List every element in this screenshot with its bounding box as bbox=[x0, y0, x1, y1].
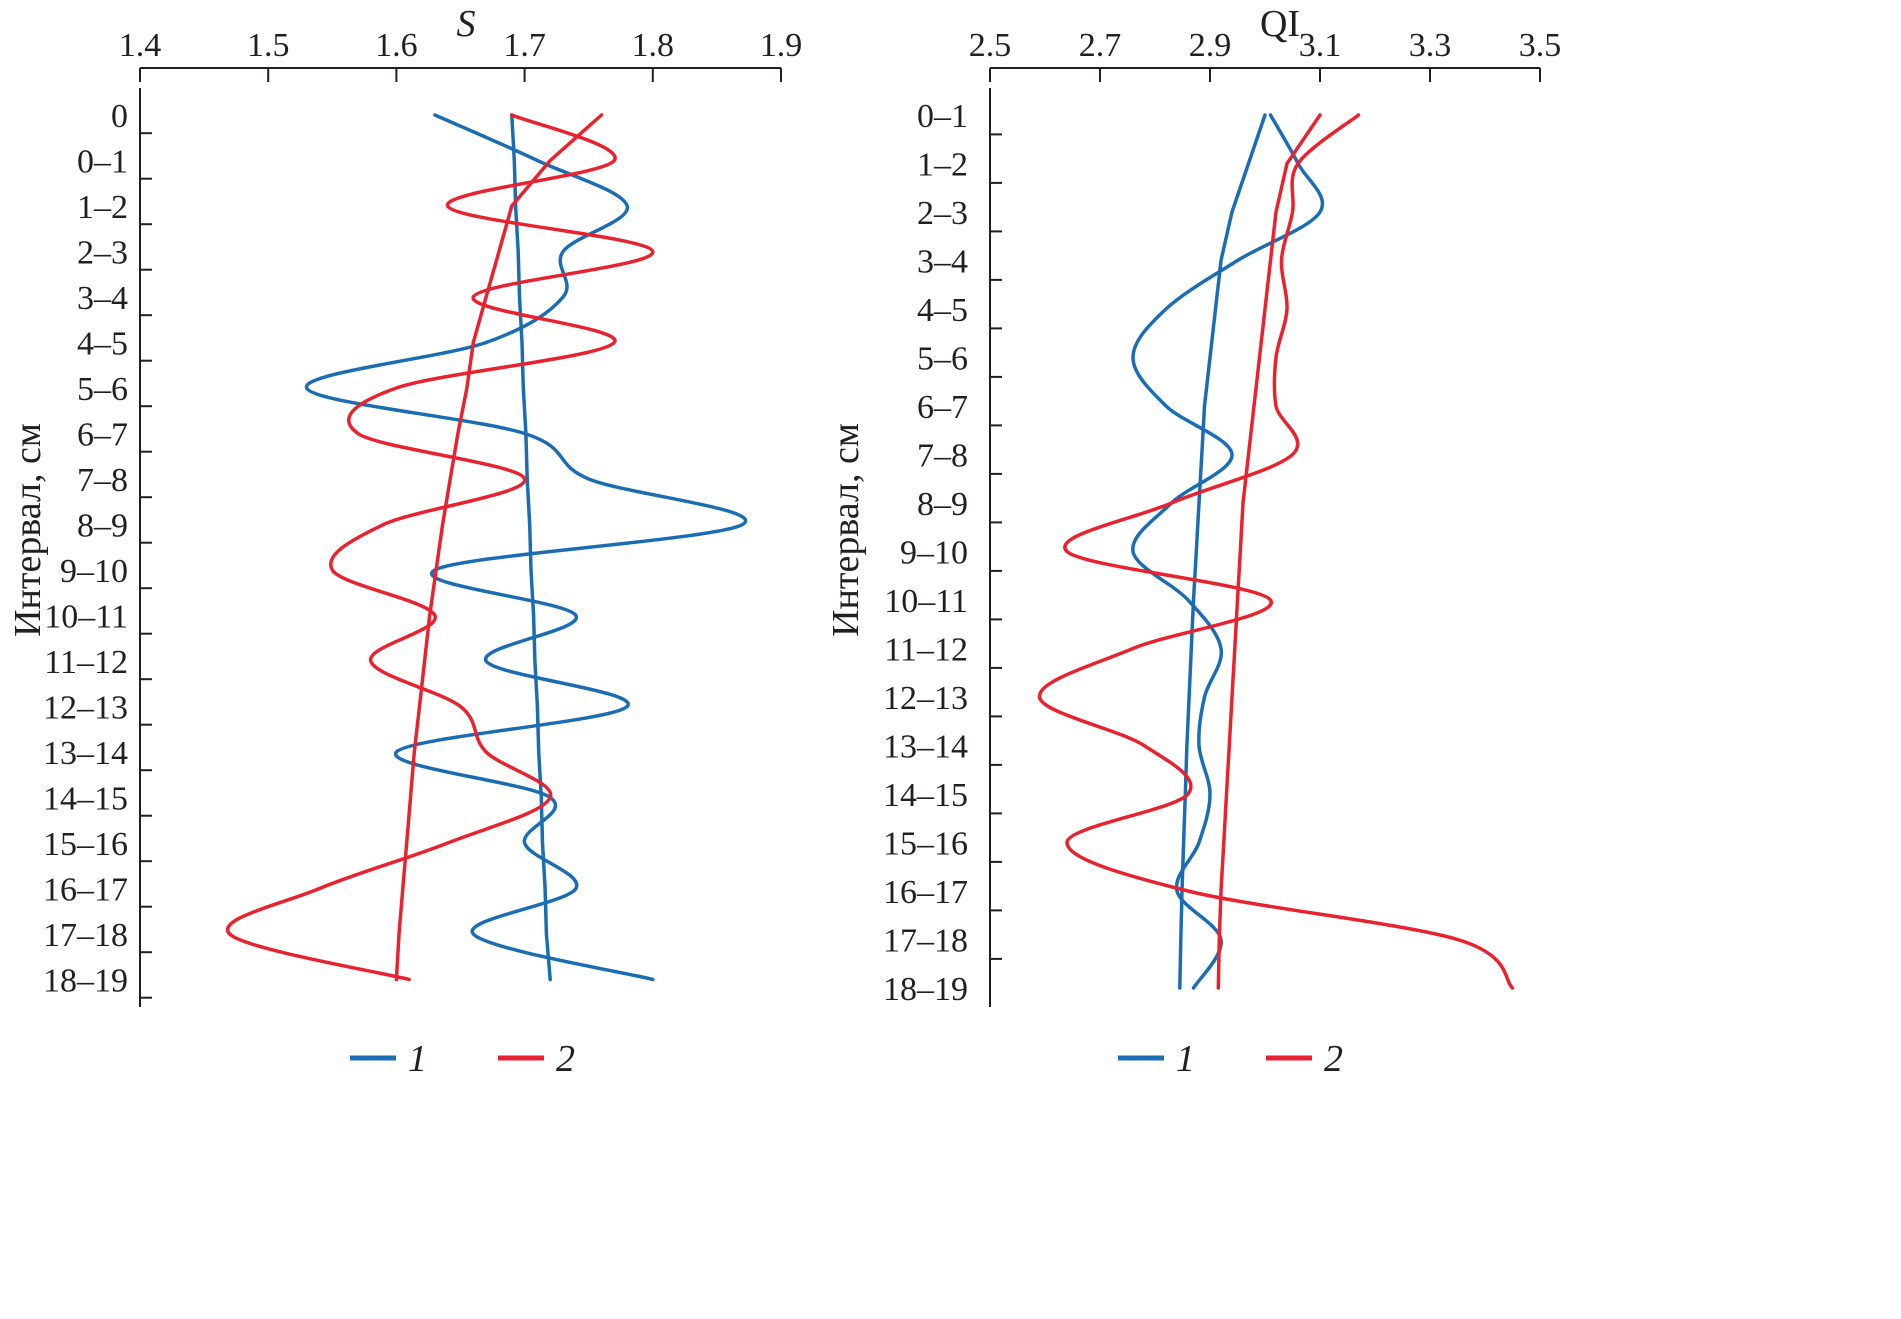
series-2-trend-line bbox=[394, 113, 604, 982]
y-tick-label: 5–6 bbox=[917, 341, 968, 378]
chart-title: QI bbox=[1260, 3, 1300, 45]
x-tick-label: 1.6 bbox=[375, 27, 418, 64]
y-tick-label: 12–13 bbox=[883, 680, 968, 717]
y-tick-label: 9–10 bbox=[60, 553, 128, 590]
x-tick-label: 3.1 bbox=[1299, 27, 1342, 64]
y-tick-label: 3–4 bbox=[917, 244, 968, 281]
x-tick-label: 3.5 bbox=[1519, 27, 1562, 64]
x-tick-label: 1.8 bbox=[632, 27, 675, 64]
legend-label-2: 2 bbox=[556, 1038, 575, 1080]
y-axis-title: Интервал, см bbox=[7, 423, 49, 637]
y-tick-label: 7–8 bbox=[917, 438, 968, 475]
y-tick-label: 9–10 bbox=[900, 535, 968, 572]
legend-label-2: 2 bbox=[1324, 1038, 1343, 1080]
y-tick-label: 16–17 bbox=[883, 874, 968, 911]
x-tick-label: 2.9 bbox=[1189, 27, 1232, 64]
chart-title: S bbox=[457, 3, 476, 45]
y-tick-label: 10–11 bbox=[884, 583, 968, 620]
y-tick-label: 5–6 bbox=[77, 371, 128, 408]
y-tick-label: 8–9 bbox=[77, 508, 128, 545]
qi-chart: QI 2.5 2.7 2.9 3.1 3.3 3.5 0–1 1–2 2–3 3–4 4–5 5–6 6–… bbox=[825, 3, 1561, 1008]
y-tick-label: 14–15 bbox=[883, 777, 968, 814]
y-tick-label: 17–18 bbox=[883, 923, 968, 960]
series-2-data-line bbox=[1037, 113, 1515, 990]
y-tick-label: 4–5 bbox=[77, 326, 128, 363]
x-tick-label: 3.3 bbox=[1409, 27, 1452, 64]
y-tick-label: 15–16 bbox=[883, 826, 968, 863]
y-tick-label: 1–2 bbox=[917, 147, 968, 184]
x-tick-label: 1.4 bbox=[119, 27, 162, 64]
y-tick-label: 10–11 bbox=[44, 599, 128, 636]
y-tick-label: 11–12 bbox=[884, 632, 968, 669]
y-axis-title: Интервал, см bbox=[825, 423, 867, 637]
y-tick-label: 6–7 bbox=[77, 417, 128, 454]
y-tick-label: 7–8 bbox=[77, 462, 128, 499]
y-tick-label: 16–17 bbox=[43, 872, 128, 909]
y-tick-label: 18–19 bbox=[43, 963, 128, 1000]
y-tick-label: 15–16 bbox=[43, 826, 128, 863]
x-tick-label: 1.5 bbox=[247, 27, 290, 64]
series-2-trend-line bbox=[1216, 113, 1322, 990]
x-tick-label: 1.7 bbox=[503, 27, 546, 64]
y-tick-label: 0–1 bbox=[917, 98, 968, 135]
y-tick-label: 4–5 bbox=[917, 292, 968, 329]
y-tick-label: 1–2 bbox=[77, 189, 128, 226]
x-tick-label: 2.7 bbox=[1079, 27, 1122, 64]
x-tick-label: 1.9 bbox=[760, 27, 803, 64]
series-1-trend-line bbox=[1178, 113, 1267, 990]
y-tick-label: 13–14 bbox=[43, 735, 128, 772]
y-tick-label: 13–14 bbox=[883, 729, 968, 766]
y-tick-label: 2–3 bbox=[917, 195, 968, 232]
y-tick-label: 11–12 bbox=[44, 644, 128, 681]
y-tick-label: 3–4 bbox=[77, 280, 128, 317]
y-tick-label: 0–1 bbox=[77, 144, 128, 181]
x-tick-label: 2.5 bbox=[969, 27, 1012, 64]
y-tick-label: 0 bbox=[111, 98, 128, 135]
y-tick-label: 6–7 bbox=[917, 389, 968, 426]
y-tick-label: 14–15 bbox=[43, 781, 128, 818]
y-tick-label: 17–18 bbox=[43, 917, 128, 954]
y-tick-label: 18–19 bbox=[883, 971, 968, 1008]
series-1-trend-line bbox=[510, 113, 552, 982]
legend-label-1: 1 bbox=[408, 1038, 427, 1080]
series-2-data-line bbox=[225, 113, 655, 982]
y-tick-label: 2–3 bbox=[77, 235, 128, 272]
y-tick-label: 12–13 bbox=[43, 690, 128, 727]
y-tick-label: 8–9 bbox=[917, 486, 968, 523]
legend-label-1: 1 bbox=[1176, 1038, 1195, 1080]
series-1-data-line bbox=[304, 113, 748, 982]
series-1-data-line bbox=[1131, 113, 1325, 990]
s-chart: S 1.4 1.5 1.6 1.7 1.8 1.9 0 0–1 1–2 2–3 3–4 4–5 5–6 6–… bbox=[7, 3, 802, 1007]
